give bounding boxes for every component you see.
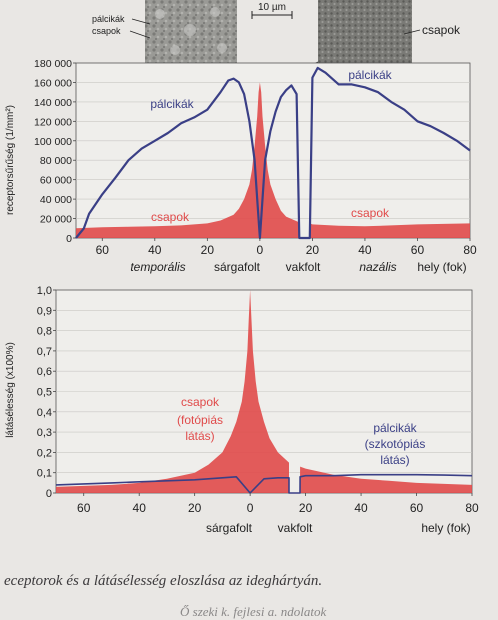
x-tick-label: 40: [148, 243, 162, 257]
series-subtitle-line: látás): [380, 453, 409, 467]
micrograph-rods-cones: [145, 0, 237, 66]
x-axis-label: hely (fok): [417, 260, 466, 274]
x-tick-label: 60: [410, 501, 424, 515]
x-tick-label: 40: [354, 501, 368, 515]
figure-caption: eceptorok és a látásélesség eloszlása az…: [4, 573, 323, 589]
series-label-cones: csapok: [351, 206, 390, 220]
y-tick-label: 1,0: [37, 285, 52, 297]
series-label-rods: pálcikák: [373, 421, 417, 435]
series-subtitle-line: (fotópiás: [177, 413, 223, 427]
y-tick-label: 0,9: [37, 305, 52, 317]
series-area-cones: [56, 290, 472, 493]
y-tick-label: 0,3: [37, 427, 52, 439]
series-label-rods: pálcikák: [150, 97, 194, 111]
y-tick-label: 0,5: [37, 387, 52, 399]
figure-caption-next-line: Ő szeki k. fejlesi a. ndolatok: [180, 604, 327, 619]
micrograph-label-cones-right: csapok: [422, 23, 461, 37]
y-tick-label: 0,7: [37, 346, 52, 358]
micrograph-label-cones-left: csapok: [92, 26, 121, 36]
micrograph-label-rods: pálcikák: [92, 14, 125, 24]
y-tick-label: 80 000: [40, 155, 72, 167]
visual-acuity-chart: 0 0,1 0,2 0,3 0,4 0,5 0,6 0,7 0,8 0,9 1,0 60 40 20 0 2…: [5, 285, 479, 535]
series-label-rods: pálcikák: [348, 68, 392, 82]
y-tick-label: 120 000: [34, 116, 72, 128]
scale-bar: 10 µm: [251, 2, 293, 19]
region-label-fovea: sárgafolt: [206, 521, 253, 535]
y-tick-label: 60 000: [40, 175, 72, 187]
y-tick-label: 0: [46, 488, 52, 500]
y-axis-label: látásélesség (x100%): [5, 342, 16, 438]
region-label-blind-spot: vakfolt: [286, 260, 321, 274]
x-tick-label: 20: [306, 243, 320, 257]
series-subtitle-line: (szkotópiás: [365, 437, 426, 451]
series-subtitle-cones: (fotópiás látás): [177, 413, 223, 443]
pointer-line: [131, 18, 151, 25]
pointer-line: [403, 29, 421, 35]
y-tick-label: 140 000: [34, 97, 72, 109]
x-tick-label: 40: [133, 501, 147, 515]
series-label-cones: csapok: [151, 210, 190, 224]
y-tick-label: 0,4: [37, 407, 52, 419]
x-tick-label: 20: [201, 243, 215, 257]
y-tick-label: 0,2: [37, 447, 52, 459]
x-tick-label: 0: [247, 501, 254, 515]
x-tick-label: 20: [188, 501, 202, 515]
y-tick-label: 20 000: [40, 214, 72, 226]
scale-bar-label: 10 µm: [258, 2, 286, 13]
micrograph-cones: [318, 0, 412, 64]
x-tick-label: 20: [299, 501, 313, 515]
region-label-nasal: nazális: [359, 260, 396, 274]
region-label-temporal: temporális: [130, 260, 185, 274]
x-tick-label: 60: [77, 501, 91, 515]
x-axis-label: hely (fok): [421, 521, 470, 535]
y-tick-label: 180 000: [34, 58, 72, 70]
series-label-cones: csapok: [181, 395, 220, 409]
pointer-line: [129, 30, 151, 39]
y-tick-label: 100 000: [34, 136, 72, 148]
x-tick-label: 80: [465, 501, 479, 515]
x-tick-label: 40: [358, 243, 372, 257]
x-tick-label: 60: [411, 243, 425, 257]
x-tick-label: 80: [463, 243, 477, 257]
y-tick-label: 0,8: [37, 326, 52, 338]
y-axis-label: receptorsűrűség (1/mm²): [5, 105, 16, 215]
receptor-density-chart: 0 20 000 40 000 60 000 80 000 100 000 120 000 1…: [5, 58, 477, 274]
x-tick-label: 0: [257, 243, 264, 257]
y-tick-label: 0,6: [37, 366, 52, 378]
x-tick-label: 60: [96, 243, 110, 257]
y-tick-label: 0: [66, 233, 72, 245]
series-subtitle-line: látás): [185, 429, 214, 443]
region-label-fovea: sárgafolt: [214, 260, 261, 274]
region-label-blind-spot: vakfolt: [278, 521, 313, 535]
series-line-rods: [55, 473, 473, 494]
series-line-rods: [75, 66, 471, 240]
series-subtitle-rods: (szkotópiás látás): [365, 437, 426, 467]
y-tick-label: 40 000: [40, 194, 72, 206]
y-tick-label: 160 000: [34, 77, 72, 89]
series-area-cones: [76, 82, 470, 239]
y-tick-label: 0,1: [37, 468, 52, 480]
